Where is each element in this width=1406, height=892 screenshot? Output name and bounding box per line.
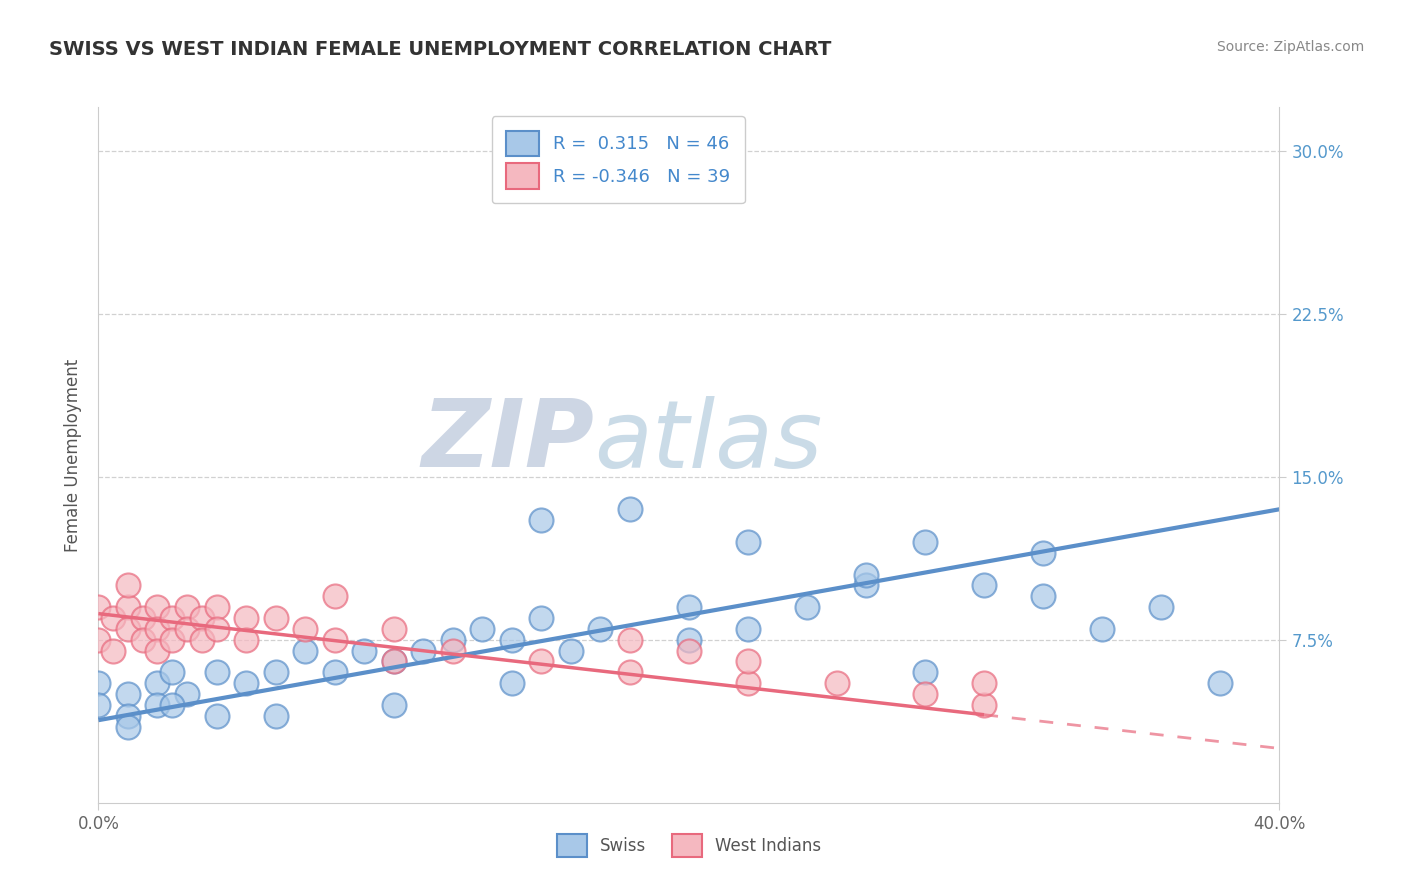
- Point: [87, 698, 110, 712]
- Point: [323, 665, 346, 680]
- Point: [162, 611, 183, 625]
- Point: [914, 665, 936, 680]
- Point: [737, 534, 759, 549]
- Point: [294, 622, 316, 636]
- Point: [382, 622, 405, 636]
- Point: [117, 600, 139, 615]
- Point: [235, 676, 257, 690]
- Point: [855, 567, 877, 582]
- Point: [294, 643, 316, 657]
- Point: [1032, 546, 1054, 560]
- Y-axis label: Female Unemployment: Female Unemployment: [65, 359, 83, 551]
- Point: [264, 611, 287, 625]
- Point: [162, 665, 183, 680]
- Point: [796, 600, 818, 615]
- Point: [205, 665, 228, 680]
- Point: [678, 632, 700, 647]
- Point: [117, 720, 139, 734]
- Point: [530, 513, 553, 527]
- Point: [382, 655, 405, 669]
- Point: [441, 632, 464, 647]
- Point: [353, 643, 375, 657]
- Point: [1091, 622, 1114, 636]
- Point: [560, 643, 582, 657]
- Point: [176, 687, 198, 701]
- Point: [103, 611, 125, 625]
- Point: [1150, 600, 1173, 615]
- Point: [382, 655, 405, 669]
- Point: [146, 600, 169, 615]
- Point: [191, 611, 214, 625]
- Text: ZIP: ZIP: [422, 395, 595, 487]
- Point: [132, 632, 155, 647]
- Point: [162, 698, 183, 712]
- Point: [619, 502, 641, 516]
- Point: [264, 708, 287, 723]
- Point: [441, 643, 464, 657]
- Point: [1209, 676, 1232, 690]
- Point: [501, 676, 523, 690]
- Point: [1032, 589, 1054, 603]
- Point: [619, 632, 641, 647]
- Point: [737, 655, 759, 669]
- Point: [87, 632, 110, 647]
- Point: [914, 534, 936, 549]
- Point: [264, 665, 287, 680]
- Text: SWISS VS WEST INDIAN FEMALE UNEMPLOYMENT CORRELATION CHART: SWISS VS WEST INDIAN FEMALE UNEMPLOYMENT…: [49, 40, 831, 59]
- Point: [973, 676, 995, 690]
- Point: [146, 643, 169, 657]
- Point: [412, 643, 434, 657]
- Point: [530, 655, 553, 669]
- Point: [501, 632, 523, 647]
- Point: [589, 622, 612, 636]
- Point: [678, 643, 700, 657]
- Point: [382, 698, 405, 712]
- Point: [146, 676, 169, 690]
- Text: atlas: atlas: [595, 395, 823, 486]
- Point: [205, 600, 228, 615]
- Point: [191, 632, 214, 647]
- Point: [323, 632, 346, 647]
- Point: [530, 611, 553, 625]
- Point: [471, 622, 494, 636]
- Point: [162, 632, 183, 647]
- Point: [619, 665, 641, 680]
- Point: [855, 578, 877, 592]
- Point: [205, 622, 228, 636]
- Text: Source: ZipAtlas.com: Source: ZipAtlas.com: [1216, 40, 1364, 54]
- Point: [323, 589, 346, 603]
- Point: [117, 708, 139, 723]
- Point: [176, 622, 198, 636]
- Point: [87, 676, 110, 690]
- Point: [235, 632, 257, 647]
- Point: [132, 611, 155, 625]
- Point: [737, 622, 759, 636]
- Point: [117, 622, 139, 636]
- Point: [973, 578, 995, 592]
- Point: [914, 687, 936, 701]
- Point: [973, 698, 995, 712]
- Point: [176, 600, 198, 615]
- Point: [737, 676, 759, 690]
- Point: [146, 698, 169, 712]
- Point: [103, 643, 125, 657]
- Point: [117, 687, 139, 701]
- Point: [87, 600, 110, 615]
- Point: [205, 708, 228, 723]
- Point: [235, 611, 257, 625]
- Point: [825, 676, 848, 690]
- Legend: Swiss, West Indians: Swiss, West Indians: [550, 827, 828, 864]
- Point: [117, 578, 139, 592]
- Point: [678, 600, 700, 615]
- Point: [146, 622, 169, 636]
